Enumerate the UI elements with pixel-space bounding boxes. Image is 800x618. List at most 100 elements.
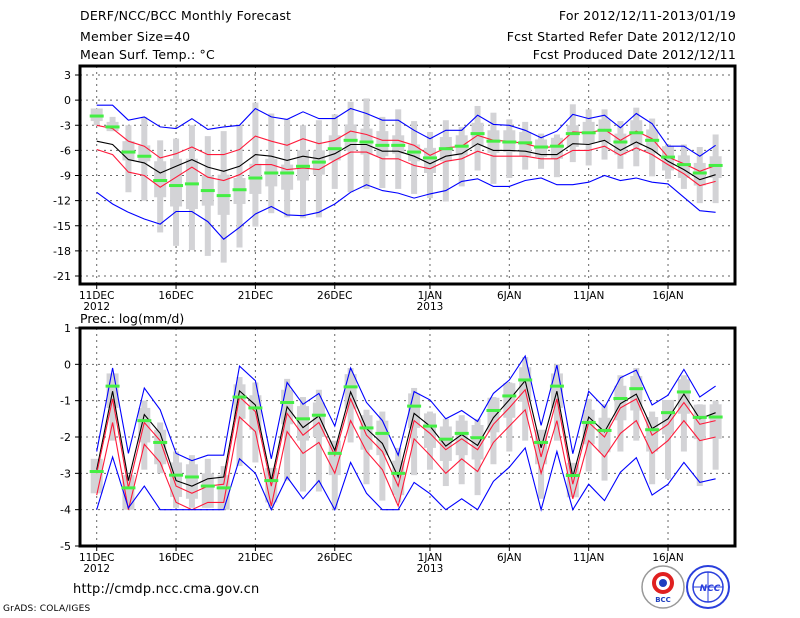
green-marker — [375, 143, 390, 147]
y-tick-label: -9 — [60, 170, 71, 183]
ensemble-box — [662, 399, 675, 435]
green-marker — [613, 140, 628, 144]
green-marker — [391, 471, 406, 475]
green-marker — [248, 406, 263, 410]
ensemble-box — [376, 131, 389, 157]
ensemble-box — [138, 145, 151, 162]
green-marker — [438, 147, 453, 151]
green-marker — [676, 163, 691, 167]
ensemble-box — [598, 417, 611, 453]
green-marker — [280, 171, 295, 175]
x-tick-label: 26DEC — [317, 552, 352, 564]
green-marker — [327, 451, 342, 455]
ensemble-box — [439, 426, 452, 461]
green-marker — [692, 171, 707, 175]
green-marker — [454, 431, 469, 435]
ensemble-box — [201, 473, 214, 508]
y-tick-label: 3 — [64, 69, 71, 82]
ensemble-range-bar — [331, 447, 338, 510]
green-marker — [375, 431, 390, 435]
series-red-upper — [96, 124, 716, 172]
x-tick-label: 21DEC — [238, 552, 273, 564]
series-blue-upper — [96, 354, 716, 462]
green-marker — [311, 160, 326, 164]
green-marker — [518, 141, 533, 145]
green-marker — [518, 378, 533, 382]
green-marker — [121, 486, 136, 490]
x-tick-year: 2013 — [417, 301, 444, 313]
ensemble-range-bar — [458, 126, 465, 187]
ensemble-range-bar — [696, 404, 703, 487]
variable-label: Mean Surf. Temp.: °C — [80, 47, 215, 62]
green-marker — [169, 184, 184, 188]
green-marker — [359, 140, 374, 144]
y-tick-label: -12 — [53, 195, 71, 208]
y-tick-label: -5 — [60, 540, 71, 553]
green-marker — [184, 475, 199, 479]
y-tick-label: -15 — [53, 220, 71, 233]
source-url[interactable]: http://cmdp.ncc.cma.gov.cn — [73, 582, 260, 597]
green-marker — [280, 400, 295, 404]
green-marker — [534, 440, 549, 444]
ensemble-box — [122, 475, 135, 510]
ensemble-box — [138, 407, 151, 443]
ensemble-box — [360, 415, 373, 450]
y-tick-label: -1 — [60, 395, 71, 408]
green-marker — [137, 154, 152, 158]
green-marker — [661, 155, 676, 159]
x-tick-label: 11JAN — [573, 552, 604, 564]
green-marker — [597, 128, 612, 132]
green-marker — [470, 436, 485, 440]
green-marker — [343, 385, 358, 389]
green-marker — [391, 143, 406, 147]
green-marker — [200, 484, 215, 488]
green-marker — [534, 145, 549, 149]
green-marker — [232, 188, 247, 192]
x-tick-label: 16JAN — [652, 290, 683, 302]
green-marker — [248, 176, 263, 180]
ensemble-range-bar — [284, 378, 291, 481]
ensemble-range-bar — [236, 377, 243, 467]
y-tick-label: -18 — [53, 245, 71, 258]
green-marker — [105, 384, 120, 388]
green-marker — [645, 428, 660, 432]
green-marker — [708, 163, 723, 167]
green-marker — [89, 470, 104, 474]
ensemble-range-bar — [315, 389, 322, 492]
precip-label: Prec.: log(mm/d) — [80, 311, 184, 326]
green-marker — [613, 396, 628, 400]
ensemble-range-bar — [379, 411, 386, 501]
ensemble-box — [423, 413, 436, 448]
series-mean — [96, 379, 716, 487]
ensemble-box — [185, 464, 198, 499]
y-tick-label: -3 — [60, 467, 71, 480]
y-tick-label: -21 — [53, 270, 71, 283]
ensemble-box — [471, 425, 484, 460]
green-marker — [470, 132, 485, 136]
green-marker — [296, 164, 311, 168]
plot-frame — [78, 326, 737, 548]
green-marker — [200, 189, 215, 193]
green-marker — [184, 182, 199, 186]
green-marker — [296, 417, 311, 421]
ensemble-box — [550, 137, 563, 159]
green-marker — [454, 144, 469, 148]
green-marker — [216, 486, 231, 490]
green-marker — [105, 125, 120, 129]
y-tick-label: -2 — [60, 431, 71, 444]
member-size: Member Size=40 — [80, 29, 191, 44]
x-tick-label: 11DEC — [79, 290, 114, 302]
ensemble-box — [90, 458, 103, 494]
green-marker — [232, 395, 247, 399]
x-tick-year: 2012 — [83, 301, 110, 313]
green-marker — [422, 156, 437, 160]
series-blue-upper — [96, 104, 716, 157]
chart-title: DERF/NCC/BCC Monthly Forecast — [80, 8, 292, 23]
green-marker — [629, 387, 644, 391]
series-red-lower — [96, 145, 716, 188]
green-marker — [264, 171, 279, 175]
green-marker — [486, 139, 501, 143]
ensemble-box — [376, 420, 389, 456]
green-marker — [89, 114, 104, 118]
start-date: Fcst Started Refer Date 2012/12/10 — [506, 29, 736, 44]
